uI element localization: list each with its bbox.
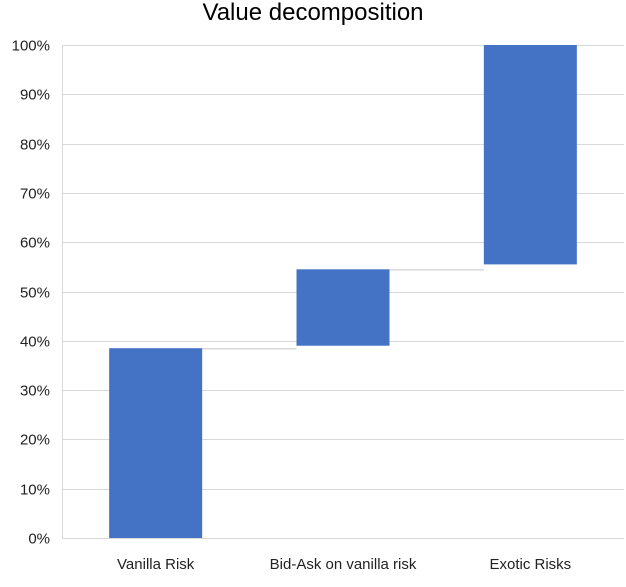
bar-bid-ask-on-vanilla-risk [296,269,390,346]
chart-title: Value decomposition [202,0,424,26]
y-tick-label: 0% [28,531,50,548]
y-tick-label: 50% [20,285,50,302]
y-tick-label: 70% [20,186,50,203]
x-tick-label: Vanilla Risk [117,556,195,573]
y-tick-label: 80% [20,137,50,154]
bars [109,45,577,538]
y-tick-label: 90% [20,87,50,104]
y-tick-label: 60% [20,235,50,252]
y-tick-label: 100% [12,38,50,55]
y-tick-label: 30% [20,383,50,400]
x-tick-label: Exotic Risks [489,556,571,573]
y-tick-label: 20% [20,432,50,449]
y-tick-label: 40% [20,334,50,351]
y-tick-label: 10% [20,482,50,499]
x-axis-ticks: Vanilla Risk Bid-Ask on vanilla risk Exoti… [117,556,571,573]
bar-exotic-risks [483,45,577,265]
bar-vanilla-risk [109,348,203,538]
y-axis-ticks: 0% 10% 20% 30% 40% 50% 60% 70% 80% 90% 100% [12,38,50,548]
connectors [202,269,484,350]
x-tick-label: Bid-Ask on vanilla risk [270,556,417,573]
